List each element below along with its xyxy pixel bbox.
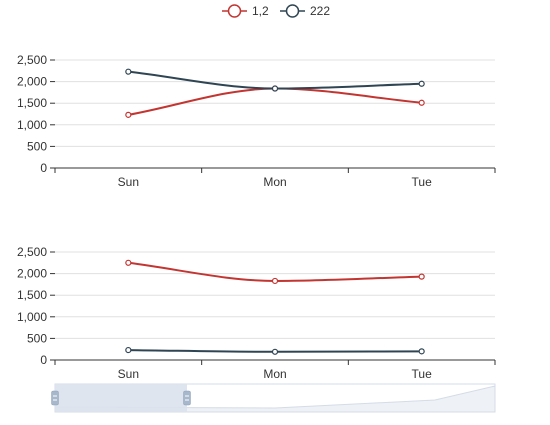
y-tick-label: 2,500 xyxy=(17,245,47,259)
y-tick-label: 2,500 xyxy=(17,53,47,67)
data-point[interactable] xyxy=(125,346,132,354)
data-point[interactable] xyxy=(125,68,132,75)
data-point[interactable] xyxy=(418,80,425,87)
legend-label[interactable]: 1,2 xyxy=(252,4,269,18)
y-tick-label: 1,500 xyxy=(17,96,47,110)
data-point[interactable] xyxy=(271,277,279,285)
x-tick-label: Tue xyxy=(412,367,433,381)
data-point[interactable] xyxy=(418,348,425,355)
data-point[interactable] xyxy=(125,259,132,266)
y-tick-label: 500 xyxy=(27,331,47,345)
y-tick-label: 1,000 xyxy=(17,118,47,132)
y-tick-label: 0 xyxy=(40,161,47,175)
legend-label[interactable]: 222 xyxy=(310,4,330,18)
datazoom-window[interactable] xyxy=(55,384,187,412)
x-tick-label: Tue xyxy=(412,175,433,189)
series-line xyxy=(128,87,422,116)
x-tick-label: Sun xyxy=(118,367,139,381)
y-tick-label: 1,500 xyxy=(17,288,47,302)
datazoom-handle-end[interactable] xyxy=(183,390,191,406)
x-tick-label: Mon xyxy=(263,175,286,189)
legend-marker[interactable] xyxy=(285,4,300,18)
y-tick-label: 0 xyxy=(40,353,47,367)
data-point[interactable] xyxy=(418,273,425,280)
x-tick-label: Sun xyxy=(118,175,139,189)
datazoom-handle-start[interactable] xyxy=(51,390,59,406)
legend-marker[interactable] xyxy=(227,4,242,18)
data-point[interactable] xyxy=(125,111,132,118)
data-point[interactable] xyxy=(271,85,279,92)
y-tick-label: 2,000 xyxy=(17,75,47,89)
y-tick-label: 2,000 xyxy=(17,267,47,281)
y-tick-label: 500 xyxy=(27,139,47,153)
x-tick-label: Mon xyxy=(263,367,286,381)
data-point[interactable] xyxy=(418,99,425,106)
data-point[interactable] xyxy=(271,348,279,355)
y-tick-label: 1,000 xyxy=(17,310,47,324)
